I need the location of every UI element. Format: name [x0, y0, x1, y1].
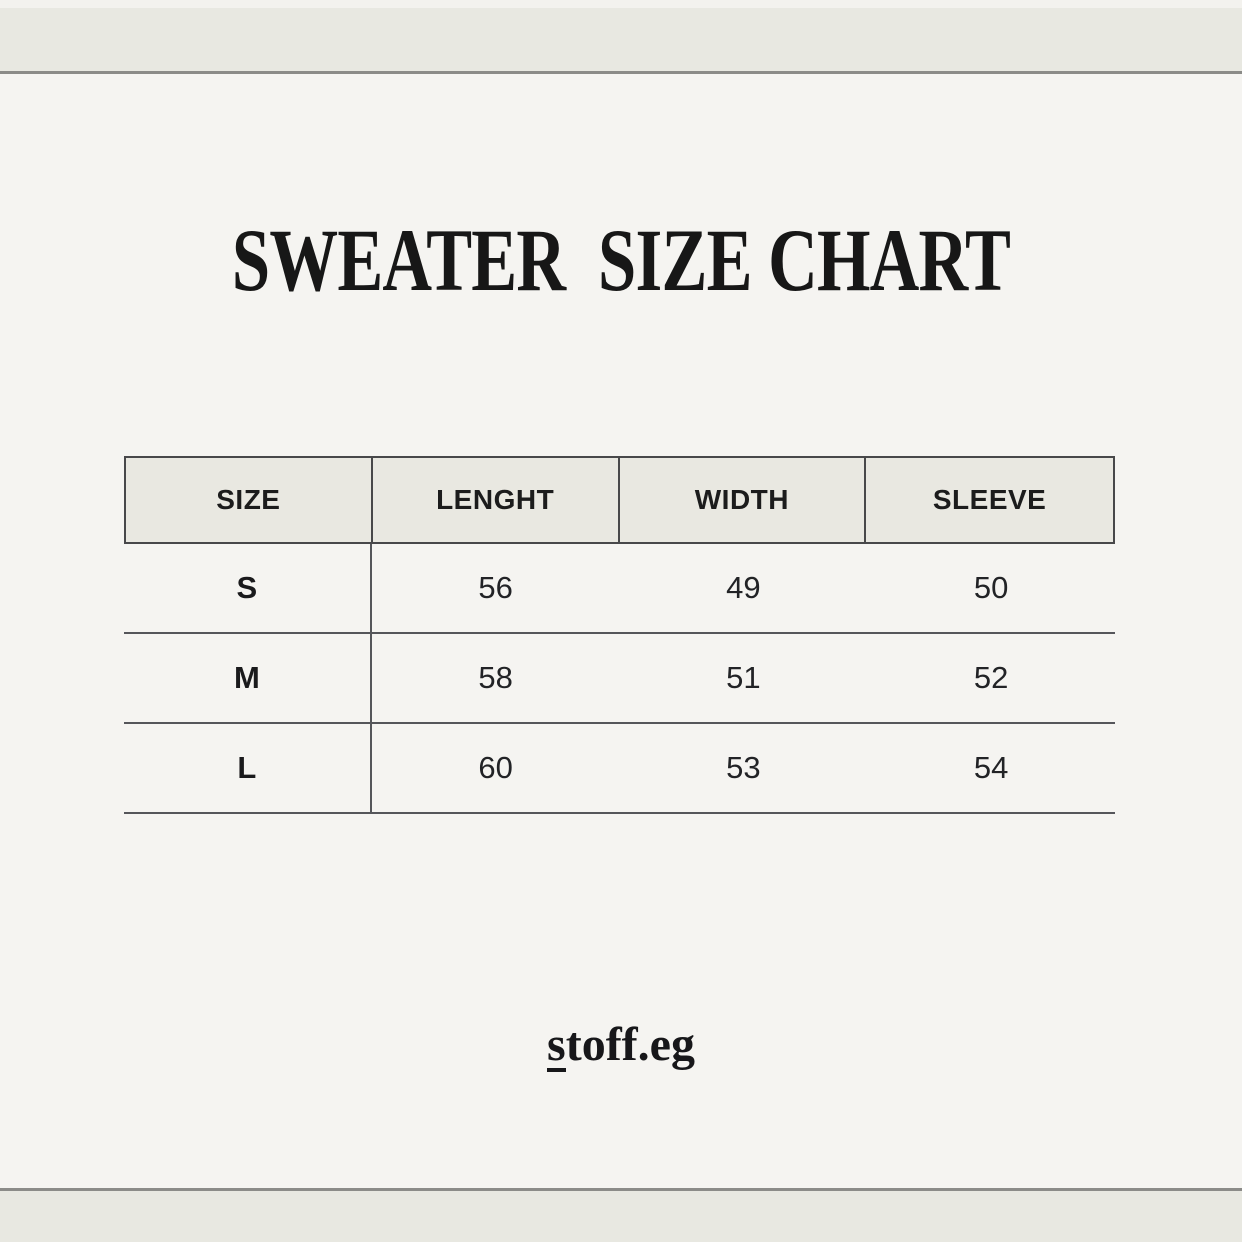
bottom-band	[0, 1188, 1242, 1242]
size-cell: S	[124, 544, 372, 632]
table-row: L 60 53 54	[124, 724, 1115, 814]
length-cell: 56	[478, 570, 513, 605]
column-header-length: LENGHT	[373, 458, 620, 542]
sleeve-cell: 50	[973, 570, 1009, 605]
column-header-size: SIZE	[126, 458, 373, 542]
page-title: SWEATER SIZE CHART	[231, 210, 1011, 310]
brand-logo: stoff.eg	[0, 1020, 1242, 1072]
column-header-sleeve: SLEEVE	[932, 484, 1047, 515]
size-chart-table: SIZE LENGHT WIDTH SLEEVE S 56 49 50 M 58…	[124, 456, 1115, 814]
table-header-row: SIZE LENGHT WIDTH SLEEVE	[124, 456, 1115, 544]
top-edge-strip	[0, 0, 1242, 8]
brand-rest: toff.eg	[565, 1018, 695, 1071]
table-row: M 58 51 52	[124, 634, 1115, 724]
width-cell: 51	[726, 660, 761, 695]
length-cell: 58	[478, 660, 513, 695]
top-band	[0, 8, 1242, 74]
column-header-width: WIDTH	[620, 458, 867, 542]
table-row: S 56 49 50	[124, 544, 1115, 634]
width-cell: 49	[726, 570, 761, 605]
sleeve-cell: 52	[973, 660, 1009, 695]
width-cell: 53	[726, 750, 761, 785]
length-cell: 60	[478, 750, 513, 785]
size-cell: L	[124, 724, 372, 812]
sleeve-cell: 54	[973, 750, 1009, 785]
size-cell: M	[124, 634, 372, 722]
brand-initial: s	[547, 1018, 566, 1072]
